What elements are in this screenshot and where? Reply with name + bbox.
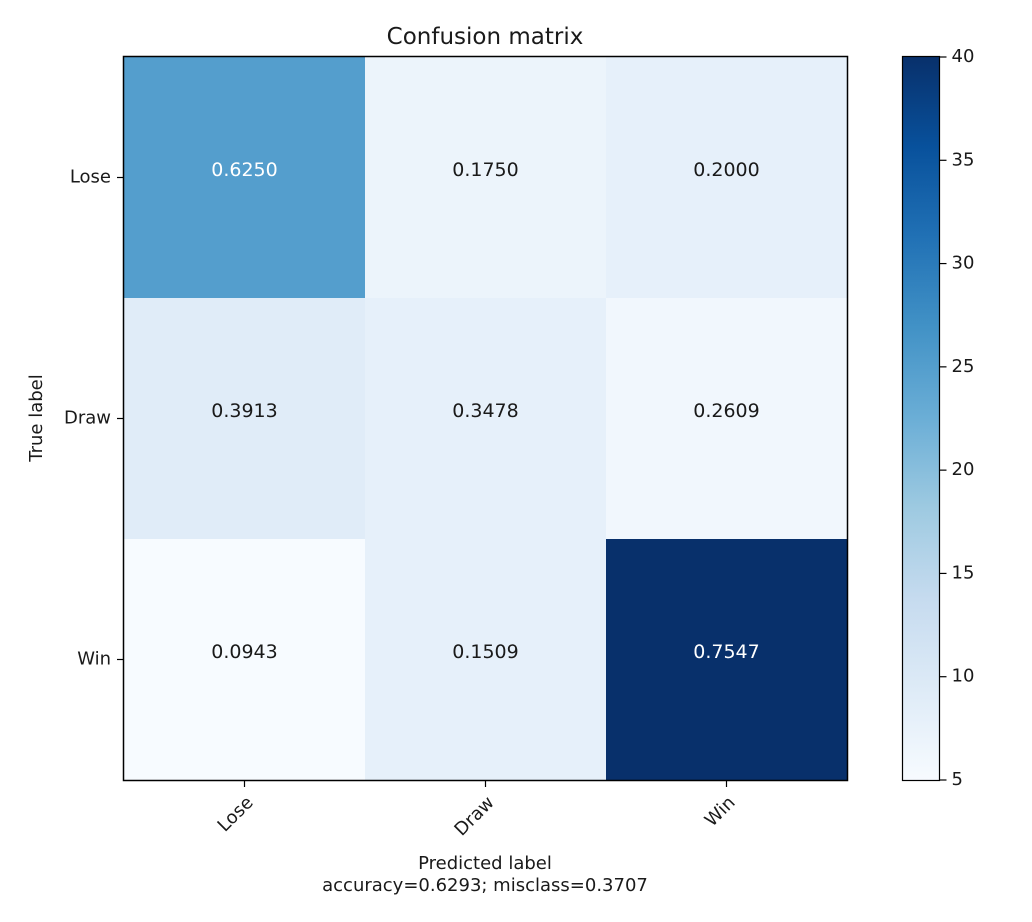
heatmap-cell [124,298,366,540]
heatmap-cell [365,57,607,299]
heatmap-cell-labels: 0.6250 0.1750 0.2000 0.3913 0.3478 0.2609 0.09… [211,159,759,663]
heatmap-cells [124,57,848,781]
cell-value-label: 0.3478 [452,400,518,422]
cell-value-label: 0.0943 [211,641,277,663]
colorbar-tick-label: 20 [952,459,975,480]
colorbar-tick-label: 15 [952,562,975,583]
heatmap-cell [606,539,848,781]
cell-value-label: 0.1750 [452,159,518,181]
y-axis-ticks: Lose Draw Win [64,167,124,670]
heatmap-cell [365,298,607,540]
cell-value-label: 0.2609 [693,400,759,422]
y-axis-label: True label [26,374,47,463]
colorbar-tick-label: 5 [952,769,963,790]
colorbar-tick-label: 40 [952,46,975,67]
colorbar-tick-label: 35 [952,149,975,170]
y-tick-label: Draw [64,408,111,429]
cell-value-label: 0.1509 [452,641,518,663]
x-axis-label: Predicted label [418,853,552,874]
heatmap-cell [124,57,366,299]
x-axis-ticks: Lose Draw Win [214,780,740,840]
chart-title: Confusion matrix [387,24,584,50]
colorbar-tick-label: 10 [952,666,975,687]
cell-value-label: 0.2000 [693,159,759,181]
cell-value-label: 0.3913 [211,400,277,422]
x-tick-label: Lose [214,792,258,836]
x-tick-label: Draw [450,792,498,840]
heatmap-cell [365,539,607,781]
cell-value-label: 0.7547 [693,641,759,663]
y-tick-label: Lose [70,167,111,188]
accuracy-summary: accuracy=0.6293; misclass=0.3707 [322,875,648,896]
heatmap-cell [606,298,848,540]
colorbar [901,55,941,782]
heatmap-cell [606,57,848,299]
cell-value-label: 0.6250 [211,159,277,181]
heatmap-cell [124,539,366,781]
colorbar-ticks: 5 10 15 20 25 30 35 40 [939,46,975,790]
y-tick-label: Win [77,649,111,670]
colorbar-tick-label: 25 [952,356,975,377]
colorbar-tick-label: 30 [952,253,975,274]
x-tick-label: Win [701,792,740,831]
